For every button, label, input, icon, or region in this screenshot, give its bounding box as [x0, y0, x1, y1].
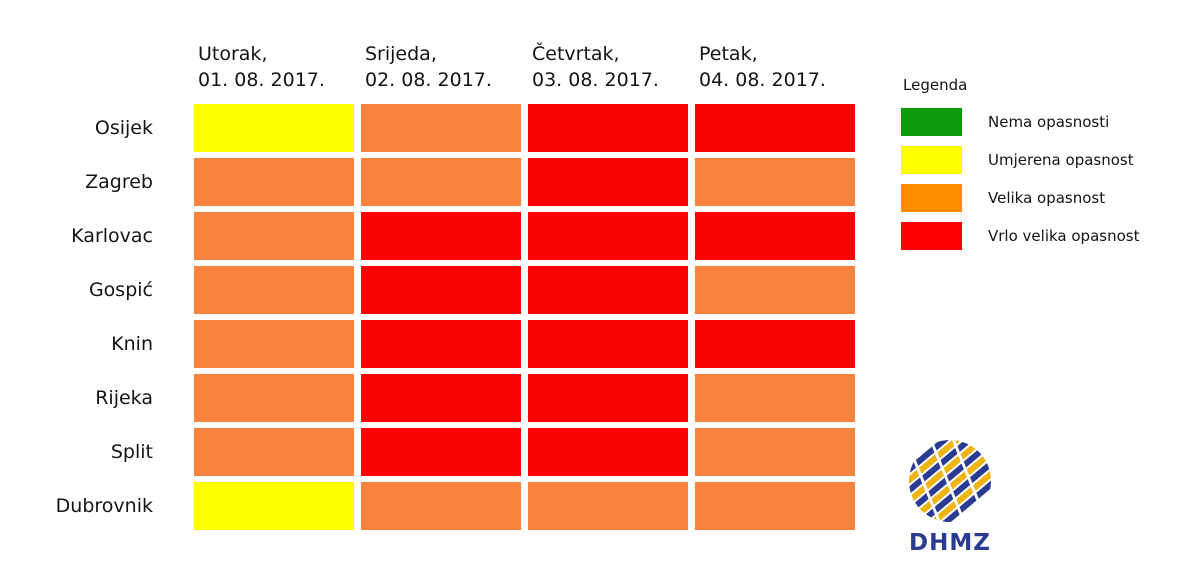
heatmap-cell — [361, 374, 521, 422]
heatmap-cell — [695, 482, 855, 530]
heatmap-cell — [528, 158, 688, 206]
heatmap-cell — [361, 482, 521, 530]
column-header: Srijeda, 02. 08. 2017. — [365, 41, 492, 93]
heatmap-cell — [361, 266, 521, 314]
heatmap-cell — [528, 104, 688, 152]
column-header-day: Utorak, — [198, 43, 268, 65]
heatmap-cell — [361, 104, 521, 152]
row-label: Dubrovnik — [55, 495, 153, 517]
legend-swatch — [901, 146, 962, 174]
row-label: Knin — [111, 333, 153, 355]
heatmap-cell — [695, 104, 855, 152]
heatmap-cell — [528, 428, 688, 476]
heatmap-cell — [361, 158, 521, 206]
legend-title: Legenda — [903, 76, 968, 94]
column-header-date: 04. 08. 2017. — [699, 69, 826, 91]
heatmap-cell — [695, 266, 855, 314]
heatmap-cell — [194, 320, 354, 368]
heatmap-cell — [194, 158, 354, 206]
column-header-date: 02. 08. 2017. — [365, 69, 492, 91]
heatmap-cell — [361, 212, 521, 260]
column-header: Petak, 04. 08. 2017. — [699, 41, 826, 93]
heatmap-cell — [695, 158, 855, 206]
legend-swatch — [901, 108, 962, 136]
heatmap-cell — [194, 482, 354, 530]
legend-label: Nema opasnosti — [988, 113, 1110, 131]
legend-label: Umjerena opasnost — [988, 151, 1134, 169]
legend-label: Velika opasnost — [988, 189, 1106, 207]
column-header-day: Četvrtak, — [532, 43, 620, 65]
heatmap-cell — [695, 374, 855, 422]
dhmz-logo-text: DHMZ — [909, 530, 991, 556]
column-header-day: Petak, — [699, 43, 758, 65]
heatmap-cell — [528, 482, 688, 530]
column-header: Četvrtak, 03. 08. 2017. — [532, 41, 659, 93]
row-label: Osijek — [94, 117, 153, 139]
heatmap-cell — [528, 212, 688, 260]
row-label: Rijeka — [95, 387, 153, 409]
heatmap-cell — [361, 428, 521, 476]
column-header-day: Srijeda, — [365, 43, 437, 65]
dhmz-globe-icon — [909, 440, 991, 522]
heatmap-cell — [528, 266, 688, 314]
row-label: Gospić — [88, 279, 153, 301]
heatmap-cell — [194, 104, 354, 152]
row-label: Zagreb — [85, 171, 153, 193]
column-header: Utorak, 01. 08. 2017. — [198, 41, 325, 93]
dhmz-logo: DHMZ — [902, 438, 998, 555]
legend-label: Vrlo velika opasnost — [988, 227, 1140, 245]
row-label: Karlovac — [71, 225, 153, 247]
heatmap-cell — [695, 212, 855, 260]
legend-swatch — [901, 222, 962, 250]
legend-swatch — [901, 184, 962, 212]
heatmap-cell — [194, 212, 354, 260]
column-header-date: 01. 08. 2017. — [198, 69, 325, 91]
heatmap-cell — [695, 320, 855, 368]
row-label: Split — [110, 441, 153, 463]
heatmap-cell — [194, 374, 354, 422]
column-header-date: 03. 08. 2017. — [532, 69, 659, 91]
heatmap-cell — [194, 428, 354, 476]
heatmap-cell — [528, 320, 688, 368]
heatmap-cell — [695, 428, 855, 476]
heatmap-cell — [194, 266, 354, 314]
heatmap-cell — [361, 320, 521, 368]
heatmap-cell — [528, 374, 688, 422]
